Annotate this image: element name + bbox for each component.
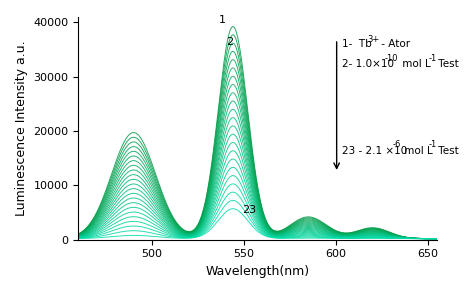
Text: -10: -10: [385, 54, 399, 62]
Text: 1: 1: [219, 15, 225, 25]
Text: - Ator: - Ator: [378, 39, 410, 49]
Text: mol L: mol L: [400, 59, 431, 69]
Text: 2: 2: [226, 38, 233, 47]
Text: -1: -1: [428, 54, 437, 62]
Text: mol L: mol L: [401, 146, 433, 156]
Text: 1-  Tb: 1- Tb: [342, 39, 372, 49]
Text: 2- 1.0×10: 2- 1.0×10: [342, 59, 394, 69]
Text: 3+: 3+: [367, 35, 379, 44]
Text: -1: -1: [428, 141, 437, 149]
Text: 23: 23: [242, 205, 256, 215]
Text: Test: Test: [435, 59, 459, 69]
Y-axis label: Luminescence Intensity a.u.: Luminescence Intensity a.u.: [15, 40, 28, 216]
Text: 23 - 2.1 ×10: 23 - 2.1 ×10: [342, 146, 407, 156]
Text: Test: Test: [435, 146, 459, 156]
X-axis label: Wavelength(nm): Wavelength(nm): [206, 265, 310, 278]
Text: -6: -6: [392, 141, 401, 149]
